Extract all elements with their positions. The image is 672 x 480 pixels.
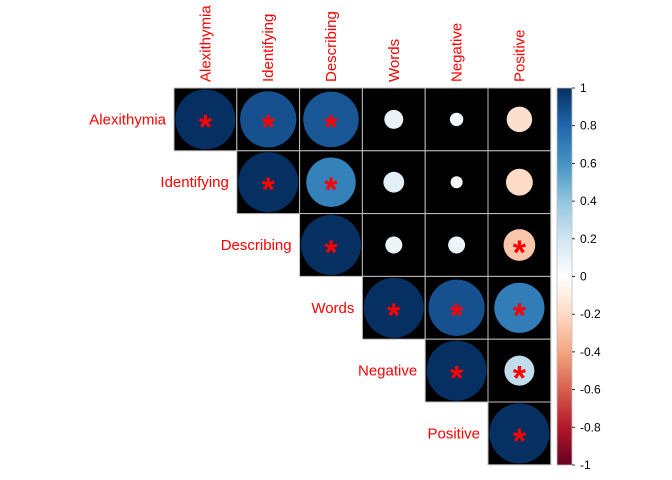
row-label: Alexithymia	[89, 111, 166, 128]
correlation-cell: *	[236, 87, 301, 152]
column-label: Alexithymia	[197, 5, 214, 82]
correlation-cell: *	[299, 150, 363, 215]
correlation-circle	[489, 403, 550, 464]
colorbar-tick-label: -1	[580, 458, 591, 472]
row-label: Identifying	[160, 174, 228, 191]
correlation-circle	[428, 279, 485, 336]
column-label: Negative	[449, 23, 466, 82]
correlation-cell: *	[424, 338, 489, 403]
correlation-circle	[306, 157, 356, 207]
significance-star: *	[262, 171, 276, 209]
correlation-circle	[448, 236, 466, 254]
correlation-cell	[424, 150, 489, 215]
colorbar-tick-label: 1	[580, 81, 587, 95]
correlation-circle	[505, 168, 533, 196]
row-label: Positive	[427, 425, 480, 442]
correlation-cell: *	[487, 275, 552, 340]
colorbar-tick-label: -0.2	[580, 307, 601, 321]
significance-star: *	[513, 360, 527, 398]
correlation-circle	[449, 112, 464, 127]
correlation-cell	[487, 87, 552, 152]
correlation-cell	[361, 213, 426, 277]
correlation-cell: *	[299, 213, 363, 277]
correlation-circle	[303, 91, 359, 148]
significance-star: *	[324, 234, 338, 272]
colorbar-tick-label: -0.6	[580, 383, 601, 397]
correlation-circle	[426, 340, 487, 401]
correlation-circle	[383, 171, 405, 193]
row-label: Negative	[358, 363, 417, 380]
row-label: Words	[311, 300, 354, 317]
correlation-circle	[384, 109, 404, 129]
correlation-circle	[494, 282, 545, 333]
significance-star: *	[199, 108, 213, 146]
correlation-circle	[506, 106, 533, 133]
colorbar-tick-label: -0.8	[580, 420, 601, 434]
correlation-circle	[301, 215, 361, 275]
colorbar-tick-label: 0.4	[580, 194, 597, 208]
correlation-cell: *	[424, 275, 489, 340]
colorbar-tick-label: 0	[580, 270, 587, 284]
significance-star: *	[387, 297, 401, 335]
correlation-cell	[487, 150, 552, 215]
colorbar-tick-label: 0.2	[580, 232, 597, 246]
cell-background	[424, 150, 489, 215]
column-label: Positive	[511, 29, 528, 82]
significance-star: *	[513, 234, 527, 272]
significance-star: *	[324, 171, 338, 209]
correlation-cell	[361, 87, 426, 152]
correlation-circle	[385, 236, 403, 254]
column-label: Words	[386, 39, 403, 82]
correlation-circle	[240, 91, 297, 148]
column-label: Describing	[323, 11, 340, 82]
significance-star: *	[513, 422, 527, 460]
colorbar-tick-label: 0.6	[580, 156, 597, 170]
significance-star: *	[450, 360, 464, 398]
significance-star: *	[513, 297, 527, 335]
correlation-cell: *	[487, 338, 552, 403]
correlation-circle	[503, 229, 536, 261]
correlation-cell: *	[173, 87, 238, 152]
correlation-cell: *	[299, 87, 363, 152]
row-label: Describing	[221, 237, 292, 254]
correlation-circle	[363, 277, 424, 338]
column-label: Identifying	[260, 14, 277, 82]
significance-star: *	[262, 108, 276, 146]
correlation-cell: *	[236, 150, 301, 215]
correlation-cell: *	[361, 275, 426, 340]
correlation-cell	[361, 150, 426, 215]
colorbar	[556, 87, 573, 466]
correlation-circle	[238, 152, 299, 213]
correlation-cell: *	[487, 213, 552, 277]
correlation-cell	[424, 87, 489, 152]
colorbar-tick-label: 0.8	[580, 119, 597, 133]
correlation-circle	[504, 355, 535, 386]
correlation-circle	[175, 89, 236, 150]
significance-star: *	[324, 108, 338, 146]
correlation-cell: *	[487, 401, 552, 466]
correlation-cell	[424, 213, 489, 277]
significance-star: *	[450, 297, 464, 335]
correlation-circle	[450, 176, 463, 189]
colorbar-tick-label: -0.4	[580, 345, 601, 359]
